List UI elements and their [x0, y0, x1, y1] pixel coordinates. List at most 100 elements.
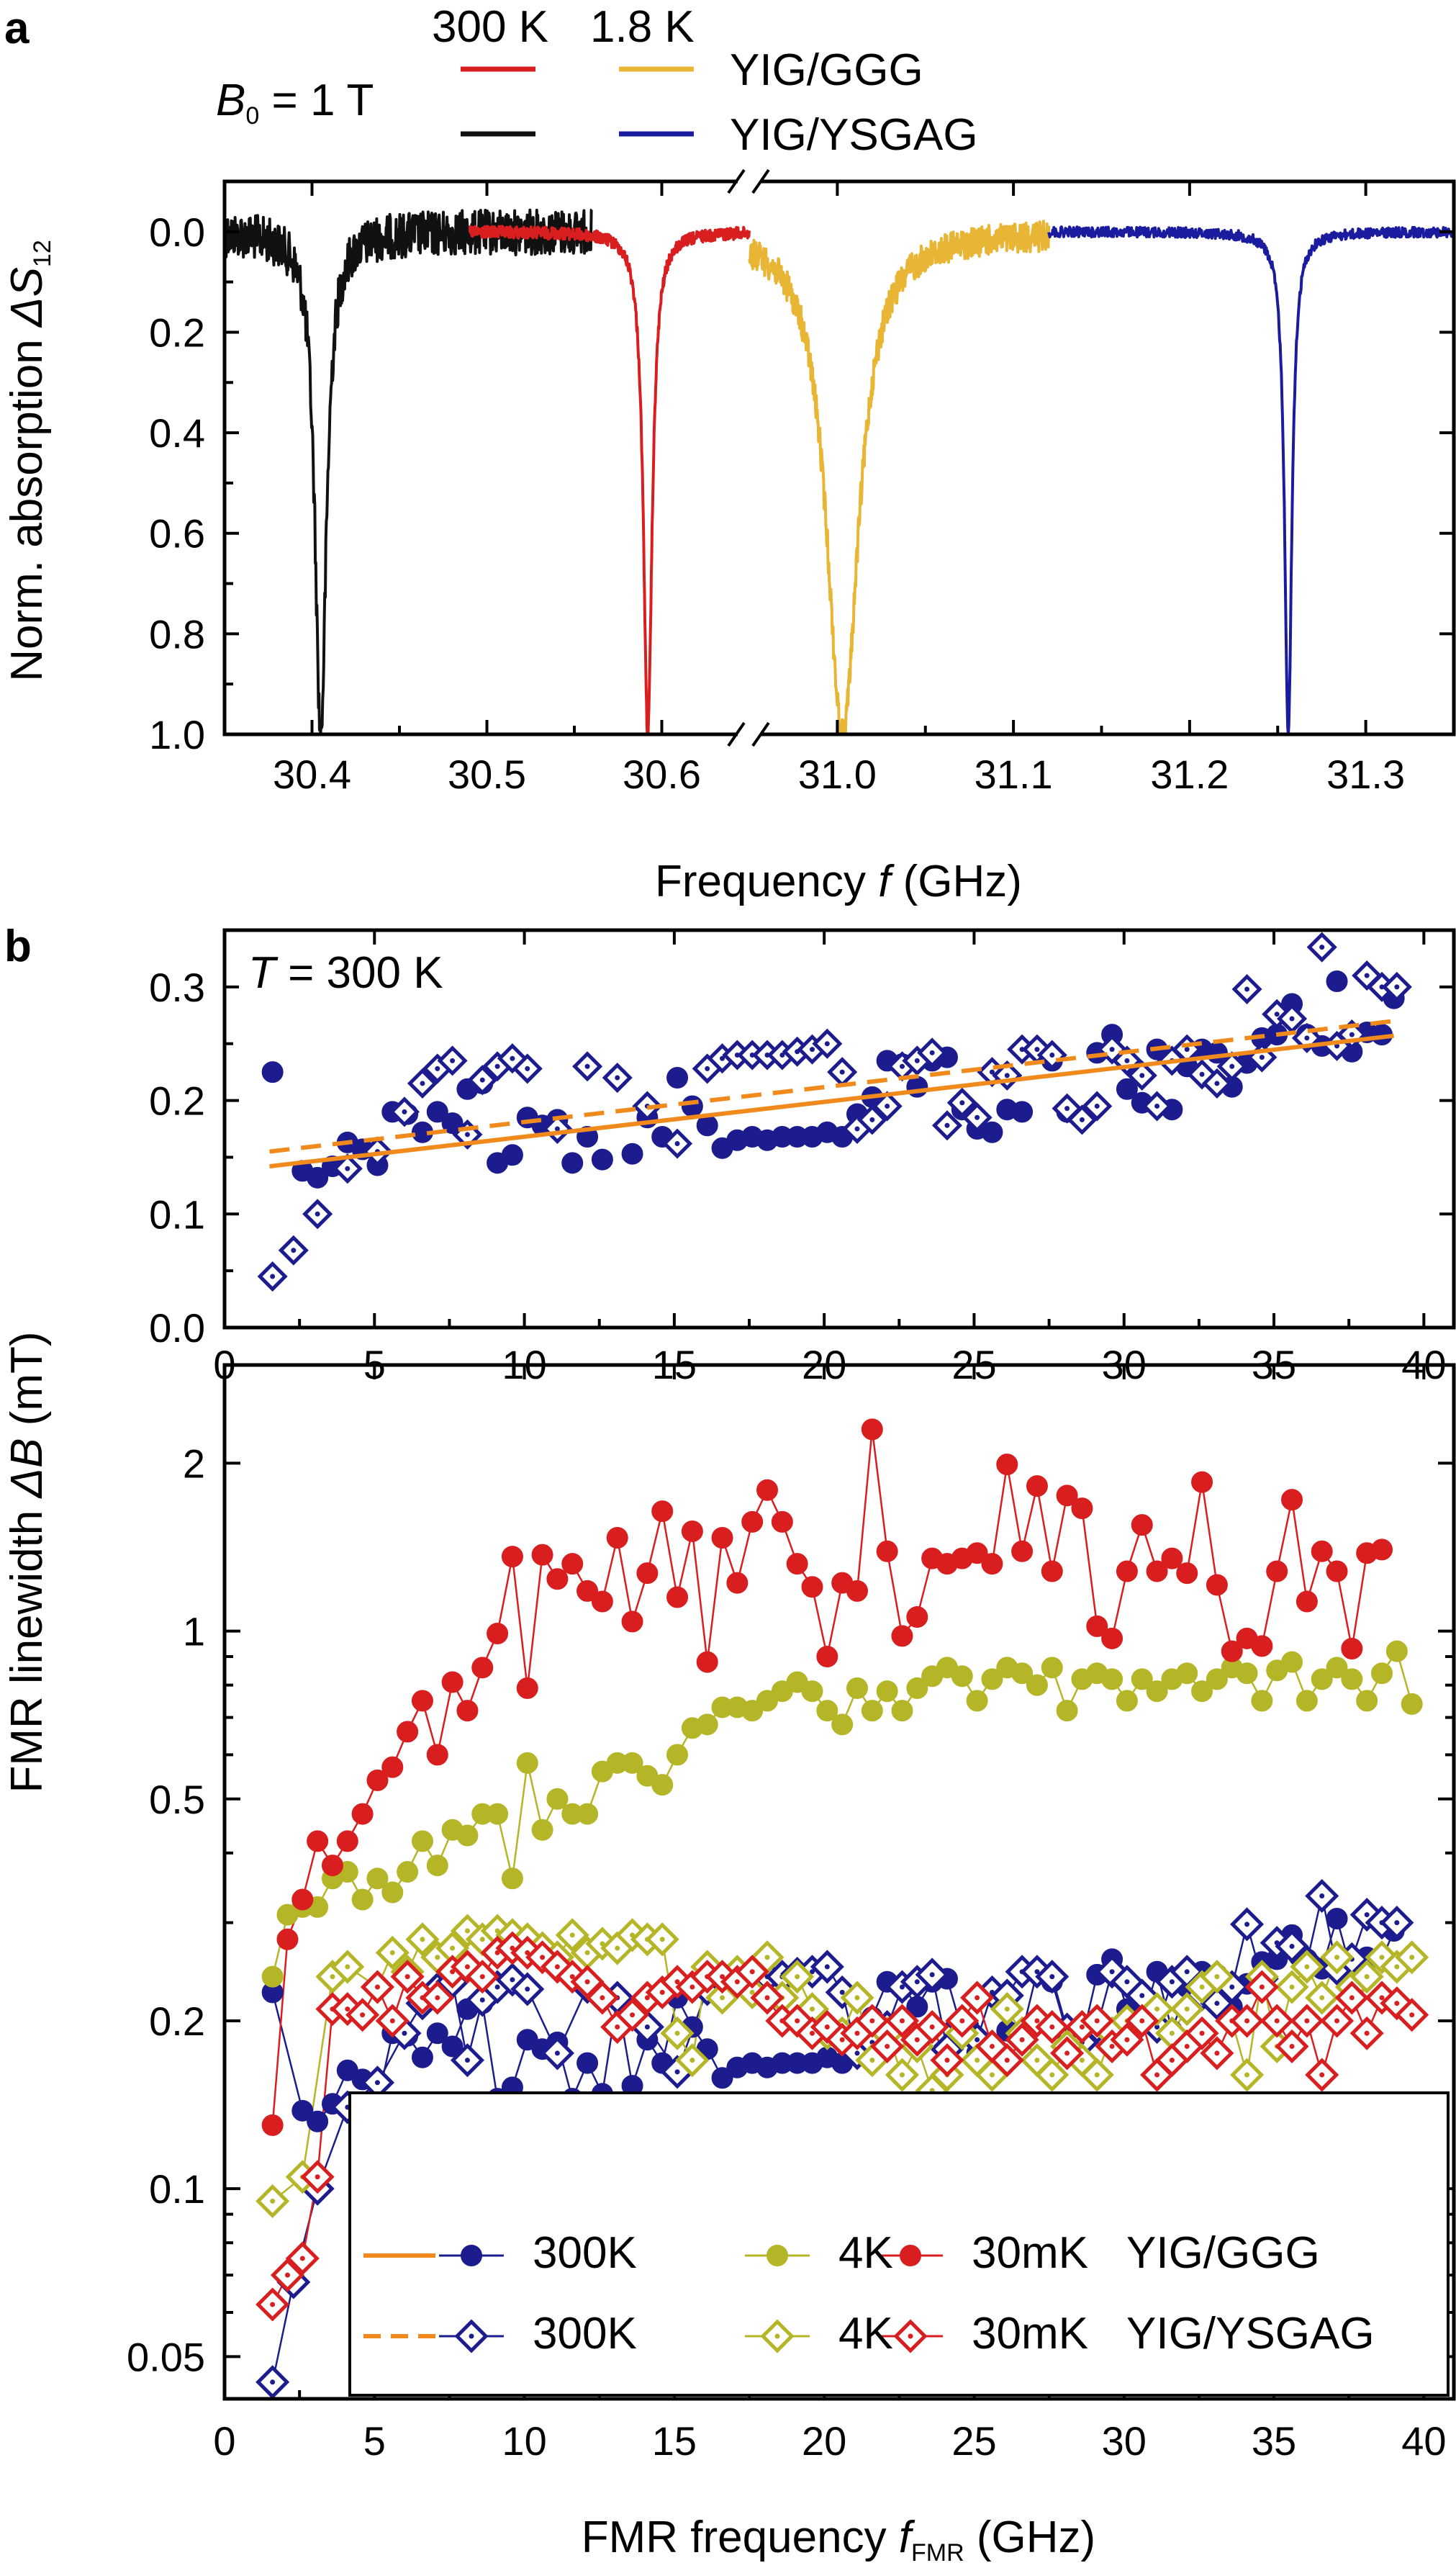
data-point-circle — [501, 1868, 523, 1890]
x-tick-label: 31.3 — [1326, 752, 1405, 797]
data-point-diamond-dot — [689, 2058, 695, 2063]
data-point-diamond-dot — [270, 2198, 276, 2204]
data-point-circle — [1071, 1497, 1093, 1520]
data-point-diamond-dot — [1199, 2030, 1205, 2036]
data-point-circle — [1026, 1475, 1048, 1497]
data-point-diamond-dot — [749, 1969, 755, 1975]
data-point-diamond-dot — [402, 2030, 407, 2036]
data-point-circle — [381, 1881, 404, 1904]
data-point-diamond-dot — [720, 1055, 725, 1061]
data-point-circle — [1281, 1489, 1303, 1511]
x-tick-label: 30.4 — [273, 752, 351, 797]
data-point-diamond-dot — [1139, 1073, 1145, 1078]
data-point-diamond-dot — [779, 1052, 785, 1058]
data-point-diamond-dot — [435, 1955, 440, 1960]
data-point-diamond-dot — [810, 2006, 815, 2012]
data-point-diamond-dot — [1169, 2058, 1175, 2063]
data-point-diamond-dot — [929, 2024, 935, 2030]
data-point-diamond-dot — [749, 1989, 755, 1995]
data-point-circle — [801, 1680, 823, 1703]
y-tick-label: 0.8 — [149, 611, 205, 657]
data-point-diamond-dot — [914, 1058, 920, 1063]
absorption-trace-2 — [748, 220, 1051, 736]
y-tick-label: 0.0 — [149, 210, 205, 255]
data-point-diamond-dot — [1334, 1043, 1340, 1049]
y-tick-label: 0.0 — [149, 1305, 205, 1351]
data-point-diamond-dot — [734, 1979, 740, 1985]
data-point-diamond-dot — [944, 2058, 950, 2063]
absorption-trace-1 — [468, 225, 751, 736]
x-tick-label: 20 — [802, 2418, 846, 2464]
data-point-diamond-dot — [345, 1166, 351, 1171]
data-point-circle — [397, 1861, 419, 1883]
legend-marker — [900, 2245, 921, 2266]
data-point-diamond-dot — [1304, 1035, 1310, 1041]
data-point-circle — [1296, 1690, 1318, 1712]
data-point-circle — [546, 1788, 569, 1810]
data-point-diamond-dot — [479, 1937, 485, 1942]
data-point-diamond-dot — [1004, 2006, 1010, 2012]
data-point-circle — [846, 1677, 868, 1699]
data-point-diamond-dot — [1109, 1047, 1115, 1053]
data-point-diamond-dot — [525, 1986, 530, 1992]
y-tick-label: 0.05 — [127, 2334, 205, 2379]
data-point-circle — [1086, 1615, 1108, 1637]
data-point-circle — [456, 1824, 479, 1847]
data-point-circle — [1056, 1700, 1078, 1722]
data-point-diamond-dot — [839, 1069, 845, 1075]
data-point-diamond-dot — [1409, 2012, 1415, 2018]
data-point-diamond-dot — [464, 1964, 470, 1970]
data-point-circle — [561, 1152, 584, 1174]
data-point-diamond-dot — [1289, 1984, 1295, 1990]
data-point-diamond-dot — [1214, 1974, 1220, 1980]
data-point-circle — [1026, 1674, 1048, 1696]
data-point-diamond-dot — [584, 1950, 590, 1955]
data-point-circle — [1101, 1668, 1123, 1690]
data-point-circle — [591, 1590, 613, 1613]
data-point-circle — [441, 2035, 464, 2058]
data-point-diamond-dot — [1169, 2030, 1175, 2036]
data-point-diamond-dot — [869, 2058, 875, 2063]
data-point-diamond-dot — [1079, 1117, 1085, 1122]
data-point-diamond-dot — [345, 2006, 351, 2012]
data-point-circle — [1221, 1640, 1243, 1662]
panel-b-bottom-plot-frame — [222, 1363, 1456, 2401]
data-point-diamond-dot — [810, 2030, 815, 2036]
data-point-circle — [666, 1067, 689, 1089]
data-point-diamond-dot — [899, 1063, 905, 1069]
data-point-diamond-dot — [1139, 2018, 1145, 2024]
data-point-circle — [1311, 1668, 1333, 1690]
legend-b-row1-t1: 300K — [533, 2228, 637, 2278]
legend-b-row2-t2: 4K — [838, 2309, 893, 2358]
data-point-diamond-dot — [1199, 1984, 1205, 1990]
data-point-circle — [846, 1580, 868, 1602]
data-point-diamond-dot — [1034, 1969, 1040, 1975]
axis-break-top — [738, 167, 761, 193]
data-point-diamond-dot — [389, 2018, 395, 2024]
legend-b-row1-t3: 30mK — [972, 2228, 1088, 2278]
data-point-diamond-dot — [1154, 2006, 1160, 2012]
data-point-diamond-dot — [975, 1114, 980, 1120]
data-point-diamond-dot — [1244, 1922, 1250, 1927]
data-point-circle — [981, 1121, 1003, 1143]
data-point-circle — [741, 1510, 764, 1533]
data-point-circle — [1041, 1657, 1063, 1679]
x-tick-label: 31.2 — [1150, 752, 1229, 797]
data-point-diamond-dot — [689, 1984, 695, 1990]
data-point-diamond-dot — [1154, 2024, 1160, 2030]
data-point-diamond-dot — [615, 2024, 620, 2030]
data-point-diamond-dot — [899, 2018, 905, 2024]
data-point-circle — [1056, 1485, 1078, 1507]
data-point-diamond-dot — [1184, 1969, 1190, 1975]
legend-marker — [461, 2245, 482, 2266]
field-annotation: B0 = 1 T — [216, 76, 374, 130]
data-point-circle — [307, 1830, 329, 1852]
data-point-diamond-dot — [854, 1126, 860, 1132]
data-point-diamond-dot — [1004, 2058, 1010, 2063]
data-point-diamond-dot — [1184, 2006, 1190, 2012]
y-tick-label: 0.2 — [149, 1999, 205, 2044]
data-point-diamond-dot — [510, 1055, 515, 1061]
data-point-circle — [801, 1576, 823, 1598]
data-point-diamond-dot — [989, 2043, 995, 2049]
